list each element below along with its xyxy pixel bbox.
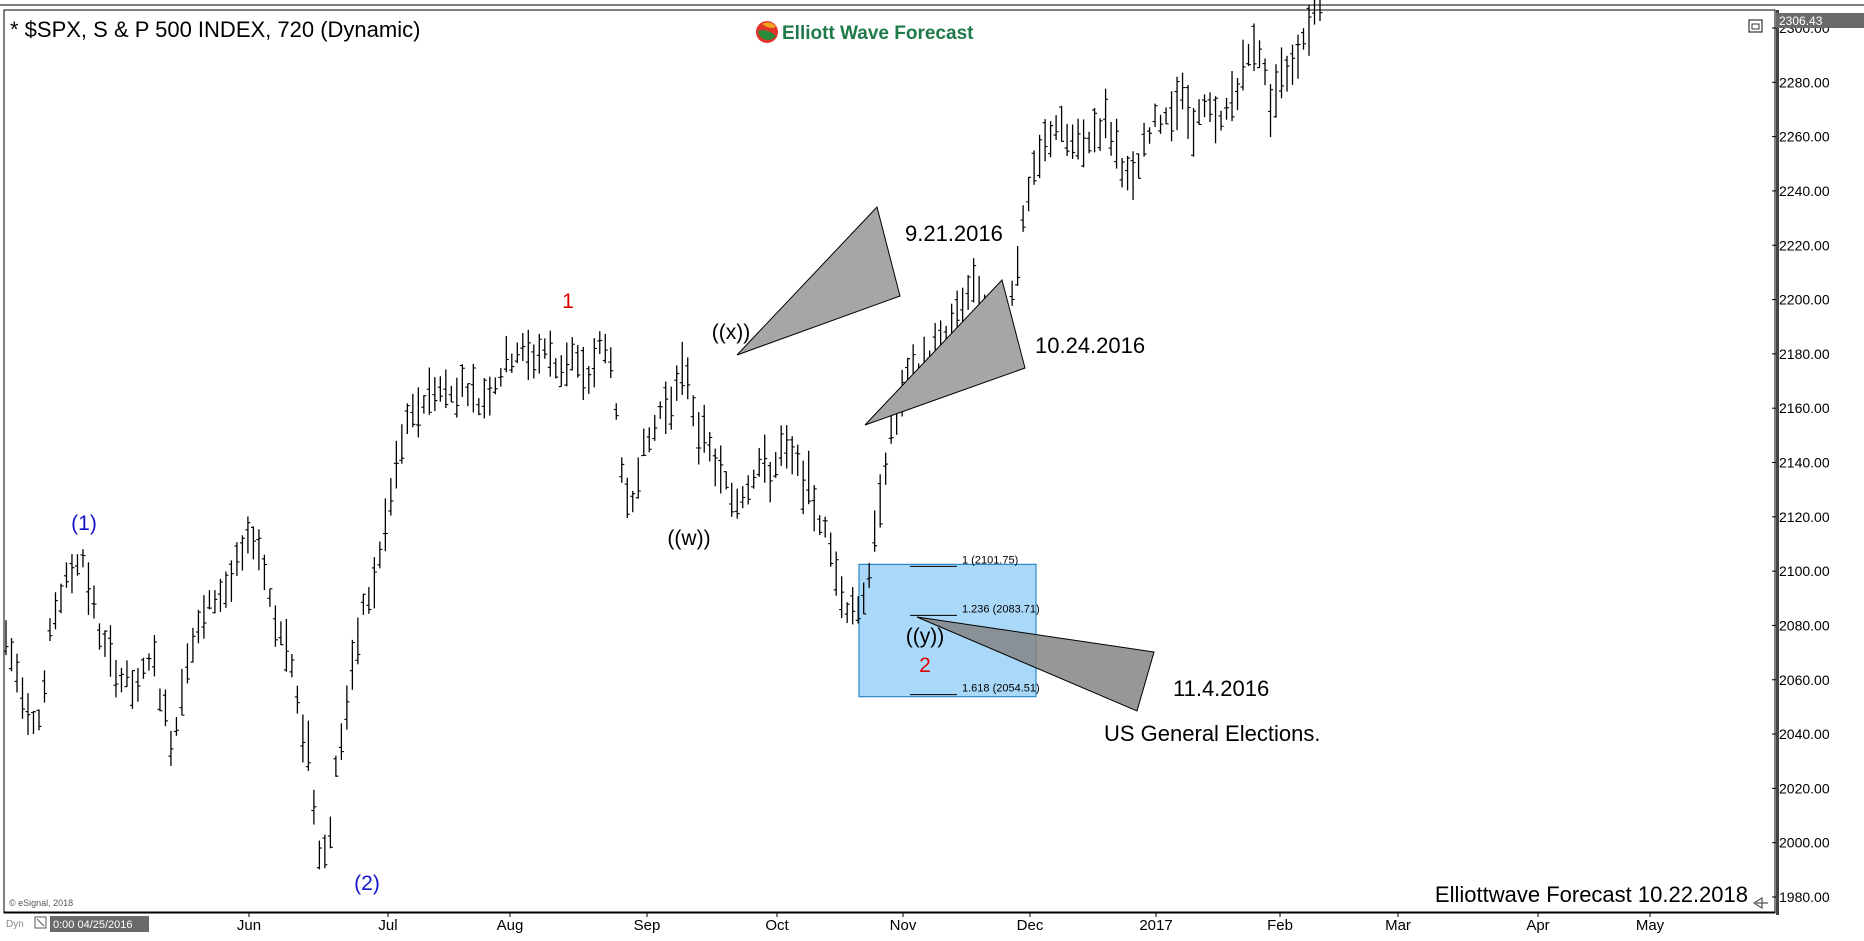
- y-tick-label: 1980.00: [1779, 889, 1830, 905]
- x-tick-label: Nov: [890, 917, 917, 934]
- x-tick-label: Sep: [634, 917, 661, 934]
- y-tick-label: 2220.00: [1779, 237, 1830, 253]
- annotation-oct-date: 10.24.2016: [1035, 333, 1145, 358]
- restore-window-icon[interactable]: [1748, 19, 1763, 33]
- scroll-end-arrow-icon[interactable]: [1752, 896, 1768, 910]
- x-tick-label: Aug: [497, 917, 524, 934]
- fib-label: 1 (2101.75): [962, 554, 1018, 566]
- callout-triangle-nov: [916, 616, 1155, 712]
- dyn-label: Dyn: [6, 919, 24, 930]
- y-tick-label: 2060.00: [1779, 672, 1830, 688]
- x-tick-label: Mar: [1385, 917, 1411, 934]
- callout-triangle-oct: [864, 279, 1026, 426]
- y-tick-label: 2040.00: [1779, 726, 1830, 742]
- brand-globe-leaf: [758, 30, 776, 41]
- frame-shadow: [1776, 10, 1779, 915]
- wave-label-1-paren: (1): [71, 512, 97, 535]
- y-axis: 1980.00 2000.00 2020.00 2040.00 2060.00 2080.…: [1772, 20, 1830, 905]
- wave-label-2: 2: [919, 654, 931, 677]
- x-tick-label: Jun: [237, 917, 261, 934]
- x-tick-label: Feb: [1267, 917, 1293, 934]
- brand-logo: Elliott Wave Forecast: [756, 21, 974, 44]
- x-tick-label: Oct: [765, 917, 789, 934]
- y-tick-label: 2140.00: [1779, 455, 1830, 471]
- y-tick-label: 2020.00: [1779, 780, 1830, 796]
- annotation-nov-date: 11.4.2016: [1173, 676, 1269, 701]
- fib-label: 1.236 (2083.71): [962, 603, 1040, 615]
- cursor-readout-badge: [50, 916, 149, 932]
- x-axis: Jun Jul Aug Sep Oct Nov Dec 2017 Feb Mar Apr May: [237, 912, 1665, 934]
- watermark-text: Elliottwave Forecast 10.22.2018: [1435, 882, 1748, 907]
- y-tick-label: 2160.00: [1779, 400, 1830, 416]
- y-tick-label: 2200.00: [1779, 292, 1830, 308]
- brand-name: Elliott Wave Forecast: [782, 23, 974, 44]
- wave-label-2-paren: (2): [354, 872, 380, 895]
- y-tick-label: 2120.00: [1779, 509, 1830, 525]
- y-tick-label: 2280.00: [1779, 74, 1830, 90]
- fib-levels: 1 (2101.75) 1.236 (2083.71) 1.618 (2054.51…: [910, 554, 1040, 696]
- last-price-badge: [1776, 13, 1864, 28]
- x-tick-label: May: [1636, 917, 1665, 934]
- y-tick-label: 2240.00: [1779, 183, 1830, 199]
- y-tick-label: 2100.00: [1779, 563, 1830, 579]
- annotation-elections: US General Elections.: [1104, 721, 1320, 746]
- wave-label-w: ((w)): [667, 527, 710, 550]
- cursor-readout-text: 0:00 04/25/2016: [53, 919, 133, 931]
- wave-label-y: ((y)): [906, 625, 944, 648]
- y-tick-label: 2180.00: [1779, 346, 1830, 362]
- callout-triangle-sep: [736, 205, 901, 356]
- y-tick-label: 2000.00: [1779, 835, 1830, 851]
- x-tick-label: Jul: [378, 917, 397, 934]
- scroll-toggle-glyph: [36, 918, 45, 927]
- fib-label: 1.618 (2054.51): [962, 683, 1040, 695]
- x-tick-label: Dec: [1017, 917, 1044, 934]
- wave-label-x: ((x)): [712, 321, 750, 344]
- x-tick-label: Apr: [1526, 917, 1549, 934]
- ohlc-bars: [3, 0, 1323, 870]
- y-tick-label: 2080.00: [1779, 617, 1830, 633]
- y-tick-label: 2260.00: [1779, 129, 1830, 145]
- symbol-title: * $SPX, S & P 500 INDEX, 720 (Dynamic): [10, 17, 420, 42]
- wave-label-1: 1: [562, 290, 574, 313]
- annotation-sep-date: 9.21.2016: [905, 221, 1003, 246]
- chart-frame: [3, 9, 1776, 914]
- x-tick-label: 2017: [1139, 917, 1172, 934]
- last-price-value: 2306.43: [1779, 14, 1823, 28]
- copyright-text: © eSignal, 2018: [9, 898, 73, 908]
- brand-globe-leaf-2: [762, 22, 776, 28]
